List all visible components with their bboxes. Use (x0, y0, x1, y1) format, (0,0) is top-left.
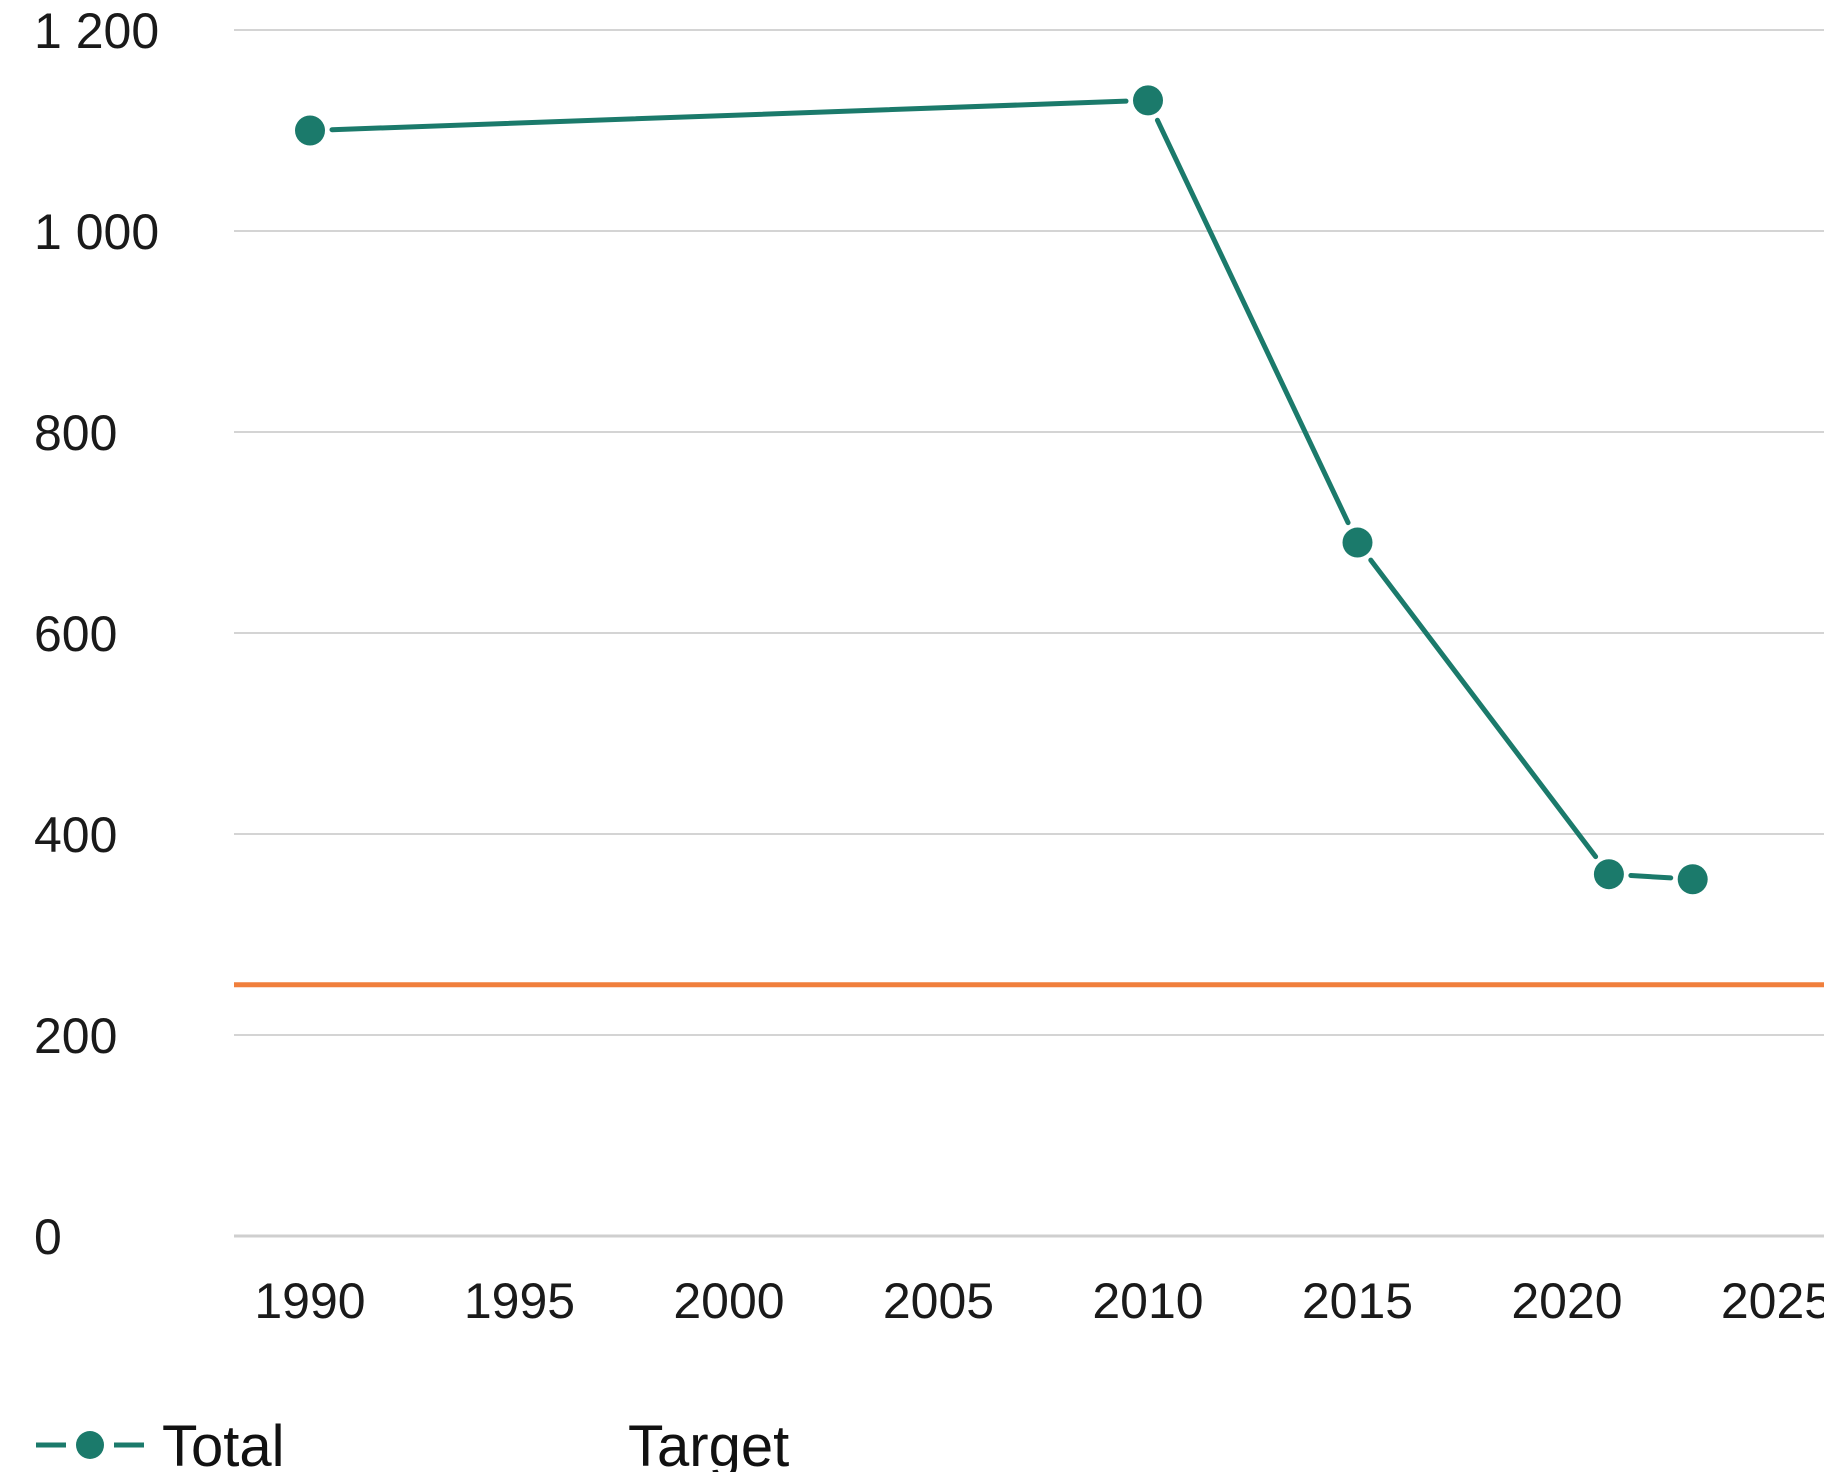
y-tick-label-800: 800 (34, 405, 117, 461)
data-points (295, 85, 1708, 895)
data-point-2021 (1593, 859, 1624, 890)
y-tick-label-0: 0 (34, 1209, 62, 1265)
series-lines (329, 98, 1674, 881)
x-tick-label-2000: 2000 (673, 1273, 784, 1329)
legend-target-label: Target (628, 1414, 789, 1472)
series-segment-1 (1154, 117, 1351, 526)
data-point-2023 (1677, 864, 1708, 895)
x-tick-label-1990: 1990 (254, 1273, 365, 1329)
y-tick-label-600: 600 (34, 606, 117, 662)
y-axis-tick-labels: 0 200 400 600 800 1 000 1 200 (34, 3, 159, 1265)
x-tick-label-2020: 2020 (1511, 1273, 1622, 1329)
gridlines (234, 29, 1824, 1238)
data-point-2010 (1133, 85, 1163, 116)
y-tick-label-400: 400 (34, 807, 117, 863)
x-tick-label-2015: 2015 (1302, 1273, 1413, 1329)
data-point-1990 (295, 115, 325, 146)
x-tick-label-1995: 1995 (464, 1273, 575, 1329)
x-tick-label-2010: 2010 (1092, 1273, 1203, 1329)
legend-total-marker (76, 1431, 104, 1459)
y-tick-label-1200: 1 200 (34, 3, 159, 59)
series-segment-2 (1368, 557, 1599, 860)
data-point-2015 (1342, 527, 1373, 558)
legend-total-label: Total (162, 1414, 285, 1472)
x-axis-tick-labels: 1990 1995 2000 2005 2010 2015 2020 2025 (254, 1273, 1824, 1329)
legend: Total Target (36, 1414, 789, 1472)
y-tick-label-1000: 1 000 (34, 204, 159, 260)
series-segment-0 (329, 98, 1129, 133)
x-tick-label-2005: 2005 (883, 1273, 994, 1329)
series-segment-3 (1628, 873, 1674, 881)
y-tick-label-200: 200 (34, 1008, 117, 1064)
x-tick-label-2025: 2025 (1721, 1273, 1824, 1329)
